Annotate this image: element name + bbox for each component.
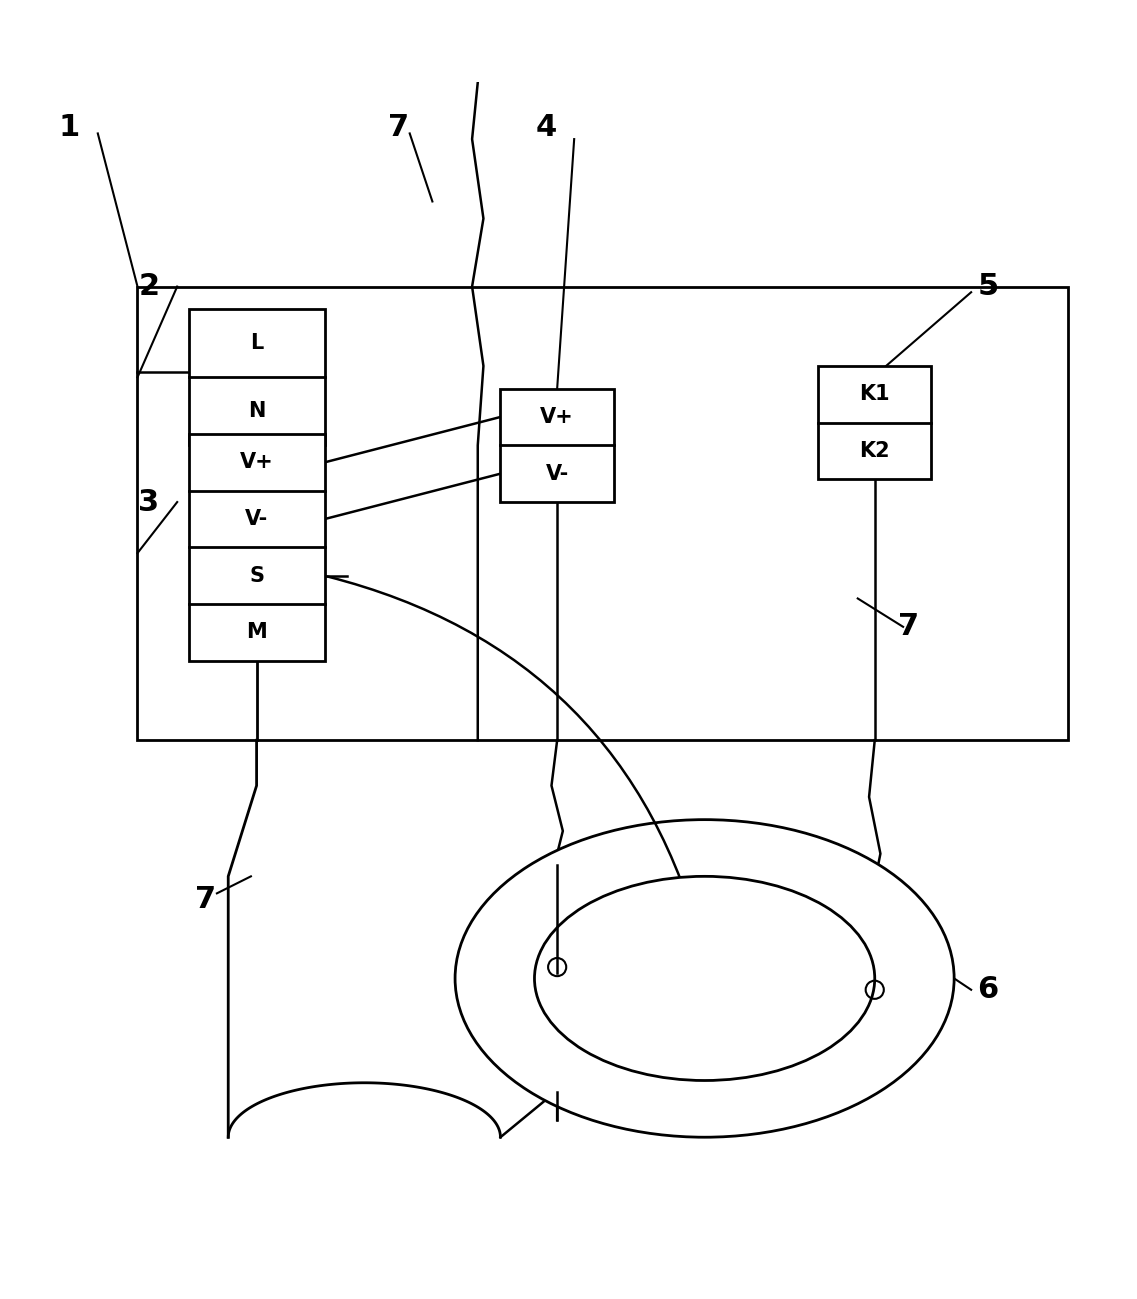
Text: 7: 7 [388, 113, 409, 143]
Text: 7: 7 [898, 612, 920, 642]
Text: M: M [247, 622, 267, 643]
Text: K2: K2 [860, 442, 890, 461]
Text: 1: 1 [59, 113, 80, 143]
Text: L: L [250, 334, 263, 353]
Text: V-: V- [546, 464, 568, 483]
Text: 5: 5 [978, 271, 998, 301]
Bar [818, 366, 931, 479]
Bar [189, 434, 325, 661]
Bar [500, 388, 614, 501]
Text: 7: 7 [194, 885, 216, 913]
Ellipse shape [534, 877, 874, 1081]
Text: V+: V+ [240, 452, 274, 473]
Text: V-: V- [244, 509, 268, 529]
Text: K1: K1 [860, 385, 890, 404]
Text: N: N [248, 401, 265, 421]
Text: V+: V+ [540, 407, 574, 427]
Bar [189, 309, 325, 446]
Text: 3: 3 [139, 487, 159, 517]
Text: 4: 4 [536, 113, 556, 143]
Ellipse shape [455, 820, 954, 1137]
Bar [138, 287, 1068, 740]
Text: 6: 6 [978, 976, 998, 1004]
Text: 2: 2 [139, 271, 159, 301]
Text: S: S [249, 566, 264, 586]
